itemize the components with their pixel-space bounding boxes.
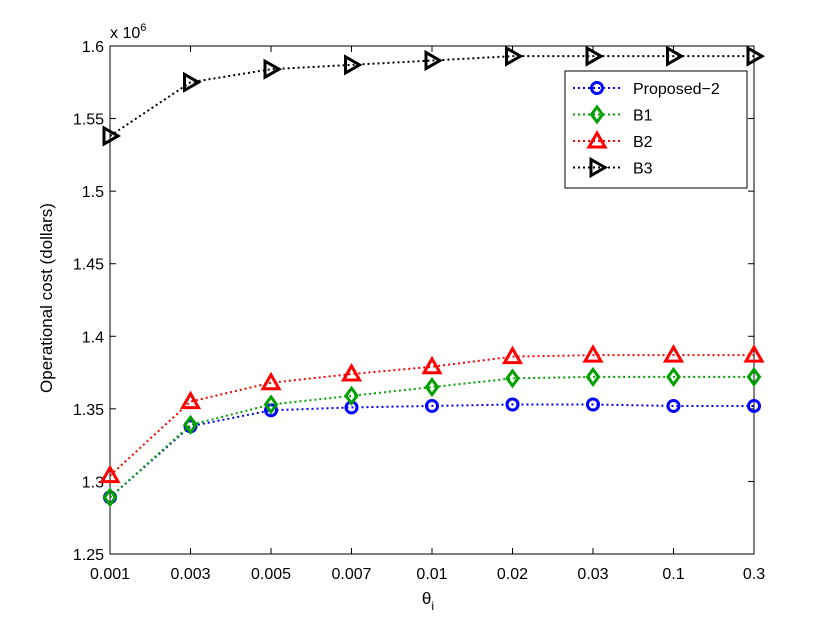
- data-point-marker: [501, 345, 524, 365]
- data-point-marker: [746, 366, 762, 387]
- data-point-marker: [743, 344, 765, 363]
- data-point-marker: [102, 125, 122, 147]
- data-point-marker: [747, 398, 761, 413]
- legend-label: B2: [633, 134, 653, 151]
- data-point-marker: [585, 45, 605, 67]
- data-point-marker: [666, 45, 685, 67]
- legend-item: Proposed−2: [573, 81, 720, 98]
- x-tick-label: 0.007: [331, 566, 371, 583]
- legend-item: B2: [573, 129, 653, 151]
- data-point-marker: [424, 377, 440, 398]
- x-tick-label: 0.3: [743, 566, 765, 583]
- series-layer: [99, 45, 766, 508]
- data-point-marker: [263, 394, 279, 415]
- legend-marker: [589, 156, 609, 179]
- series-3: [102, 45, 766, 147]
- legend-label: Proposed−2: [633, 81, 720, 98]
- data-point-marker: [746, 45, 766, 67]
- legend-item: B3: [573, 156, 653, 179]
- data-point-marker: [183, 71, 202, 93]
- data-point-marker: [421, 355, 443, 375]
- y-tick-label: 1.55: [73, 112, 104, 129]
- y-multiplier-exponent: 6: [140, 22, 146, 34]
- series-2: [99, 344, 765, 484]
- x-tick-label: 0.003: [170, 566, 210, 583]
- x-tick-label: 0.001: [90, 566, 130, 583]
- data-point-marker: [666, 366, 681, 387]
- data-point-marker: [102, 487, 118, 508]
- data-point-marker: [263, 58, 283, 80]
- y-tick-label: 1.25: [73, 547, 104, 564]
- y-tick-label: 1.35: [73, 402, 104, 419]
- legend-box: [564, 70, 748, 189]
- ticks-layer: 0.001 0.003 0.005 0.007 0.01 0.02 0.03 0.1 0.3 1.…: [73, 39, 765, 583]
- data-point-marker: [666, 398, 681, 413]
- series-line: [109, 403, 754, 499]
- data-point-marker: [344, 385, 359, 406]
- legend: Proposed−2 B1 B2 B3: [564, 70, 748, 189]
- legend-marker: [590, 81, 604, 95]
- legend-item: B1: [573, 104, 653, 125]
- data-point-marker: [424, 49, 444, 72]
- data-point-marker: [586, 397, 600, 412]
- x-axis-label: θi: [422, 589, 434, 613]
- y-tick-label: 1.6: [82, 39, 104, 56]
- data-point-marker: [505, 368, 520, 389]
- data-point-marker: [344, 54, 363, 76]
- data-point-marker: [662, 344, 685, 363]
- y-multiplier: x 106: [110, 22, 146, 42]
- legend-label: B3: [633, 161, 653, 178]
- data-point-marker: [582, 344, 604, 363]
- legend-label: B1: [633, 108, 653, 125]
- data-point-marker: [585, 366, 601, 387]
- y-tick-label: 1.4: [82, 329, 104, 346]
- x-tick-label: 0.03: [577, 566, 608, 583]
- x-tick-label: 0.1: [662, 566, 684, 583]
- legend-marker: [586, 129, 608, 149]
- x-axis-label-subscript: i: [431, 599, 434, 613]
- series-line: [109, 354, 754, 477]
- x-tick-label: 0.02: [497, 566, 528, 583]
- data-point-marker: [179, 390, 202, 410]
- legend-marker: [589, 104, 605, 125]
- data-point-marker: [505, 397, 520, 412]
- data-point-marker: [260, 371, 282, 391]
- x-tick-label: 0.005: [251, 566, 291, 583]
- data-point-marker: [99, 464, 121, 484]
- data-point-marker: [505, 45, 524, 67]
- data-point-marker: [340, 362, 363, 382]
- y-tick-label: 1.5: [82, 184, 104, 201]
- series-line: [109, 375, 754, 499]
- data-point-marker: [183, 414, 198, 435]
- x-tick-label: 0.01: [416, 566, 447, 583]
- series-1: [102, 366, 762, 508]
- y-tick-label: 1.45: [73, 257, 104, 274]
- data-point-marker: [425, 398, 439, 413]
- y-tick-label: 1.3: [82, 474, 104, 491]
- y-axis-label: Operational cost (dollars): [37, 203, 56, 393]
